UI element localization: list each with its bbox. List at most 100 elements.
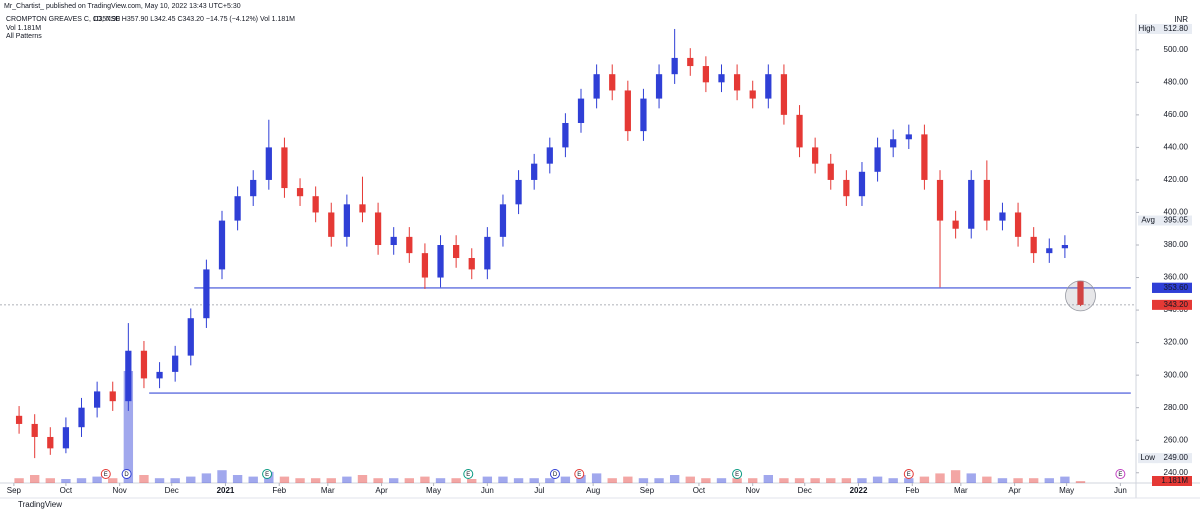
volume-bar (326, 478, 336, 483)
price-tag: Avg (1141, 216, 1155, 225)
y-tick-label: 460.00 (1164, 110, 1189, 119)
event-marker (1115, 469, 1126, 479)
candle-body (156, 371, 163, 379)
price-tag-bg (1138, 453, 1158, 464)
candle-body (109, 391, 116, 402)
price-badge (1152, 453, 1192, 464)
volume-bar (170, 478, 180, 483)
candle-body (733, 74, 741, 91)
candle-body (31, 423, 38, 437)
price-badge (1152, 215, 1192, 226)
x-tick-label: 2021 (217, 486, 235, 495)
candle-body (390, 236, 397, 246)
candle-body (562, 122, 569, 148)
volume-bar (279, 476, 290, 483)
event-label: D (124, 472, 129, 478)
volume-bar (451, 478, 461, 483)
volume-bar (1075, 481, 1086, 483)
y-tick-label: 300.00 (1164, 370, 1189, 379)
y-tick-label: 420.00 (1164, 175, 1189, 184)
candle-body (702, 66, 710, 83)
volume-bar (92, 476, 102, 483)
candle-body (812, 147, 819, 164)
volume-bar (467, 479, 477, 483)
candle-body (47, 436, 54, 449)
symbol: CROMPTON GREAVES C, 1D, NSE (6, 16, 120, 23)
price-label: 395.05 (1164, 216, 1189, 225)
volume-bar (201, 473, 212, 483)
candle-body (1014, 212, 1022, 237)
volume-bar (232, 475, 243, 483)
volume-bar (888, 478, 898, 483)
candle-body (296, 188, 304, 197)
candle-body (484, 236, 491, 270)
price-label: 512.80 (1164, 24, 1189, 33)
volume-bar (217, 470, 227, 483)
volume-bar (513, 478, 524, 483)
candle-body (499, 204, 507, 237)
candle-body (983, 179, 990, 221)
candle-body (172, 355, 179, 372)
event-label: E (577, 472, 581, 478)
candle-body (374, 212, 382, 246)
y-tick-label: 400.00 (1164, 208, 1189, 217)
volume-bar (748, 478, 758, 483)
volume-bar (560, 476, 571, 483)
event-label: E (735, 472, 739, 478)
candle-body (1030, 236, 1037, 254)
volume-bar (482, 476, 493, 483)
volume-bar (716, 478, 727, 483)
x-tick-label: May (426, 486, 441, 495)
currency: INR (1174, 15, 1188, 24)
event-marker (121, 469, 132, 479)
volume-bar (982, 476, 992, 483)
x-tick-label: Jul (534, 486, 544, 495)
event-marker (549, 469, 560, 479)
candle-body (624, 90, 631, 132)
ohlc: O357.90 H357.90 L342.45 C343.20 −14.75 (… (93, 16, 295, 23)
event-label: D (553, 472, 558, 478)
x-tick-label: Sep (7, 486, 22, 495)
candle-body (94, 391, 101, 408)
candle-body (718, 74, 725, 83)
volume-bar (669, 475, 680, 483)
volume-bar (389, 478, 399, 483)
volume-bar (1028, 478, 1039, 483)
price-tag: High (1139, 24, 1155, 33)
candle-body (468, 258, 475, 270)
candle-body (905, 134, 912, 140)
volume-bar (123, 371, 134, 483)
candle-body (546, 147, 553, 164)
y-tick-label: 260.00 (1164, 435, 1189, 444)
volume-bar (404, 478, 414, 483)
candle-body (1077, 280, 1084, 305)
price-badge (1152, 299, 1192, 310)
candle-body (125, 350, 132, 402)
candle-body (671, 57, 678, 75)
volume-bar (701, 478, 711, 483)
volume-bar (591, 473, 602, 483)
candle-body (968, 179, 975, 229)
candle-body (281, 147, 288, 189)
volume-bar (30, 475, 40, 483)
volume-bar (420, 476, 430, 483)
candle-body (421, 253, 429, 278)
price-tag-bg (1138, 23, 1158, 34)
candle-body (406, 236, 413, 254)
price-label: 249.00 (1164, 453, 1189, 462)
candle-body (640, 98, 647, 132)
event-label: E (466, 472, 470, 478)
candle-body (218, 220, 226, 270)
event-marker (100, 469, 111, 479)
event-label: E (104, 472, 108, 478)
volume-bar (810, 478, 820, 483)
candle-body (858, 171, 866, 197)
volume-bar (14, 478, 24, 483)
candle-body (140, 350, 148, 379)
volume-bar (685, 476, 695, 483)
price-tag: Low (1140, 453, 1155, 462)
candle-body (593, 74, 600, 99)
candle-body (531, 163, 538, 180)
y-tick-label: 480.00 (1164, 77, 1189, 86)
